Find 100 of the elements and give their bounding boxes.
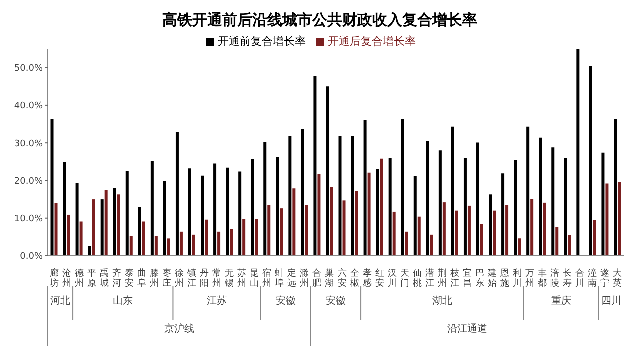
bar <box>230 229 234 256</box>
bar <box>388 158 392 256</box>
bar <box>326 86 330 256</box>
bar <box>430 234 434 256</box>
x-tick-label: 沧州 <box>62 268 72 289</box>
x-tick-label: 滕州 <box>150 268 159 289</box>
bar <box>414 176 417 256</box>
bar <box>618 182 622 256</box>
legend-label: 开通前复合增长率 <box>218 35 306 48</box>
bar <box>318 174 321 256</box>
x-tick-label: 利川 <box>513 268 522 289</box>
bar <box>276 157 280 256</box>
text: 安徽 <box>326 296 346 307</box>
bar <box>392 212 396 256</box>
x-tick-label: 丹阳 <box>200 268 210 289</box>
bar <box>154 236 158 256</box>
y-tick-label: 40.0% <box>14 102 44 112</box>
x-tick-label: 枣庄 <box>162 268 172 289</box>
x-tick-label: 仙桃 <box>412 268 422 289</box>
bar <box>113 188 116 256</box>
bar <box>150 161 154 256</box>
bar <box>280 208 284 256</box>
bar <box>167 238 170 256</box>
bar <box>218 232 221 256</box>
bar <box>602 152 605 256</box>
bar <box>589 66 592 256</box>
text: 沿江通道 <box>447 324 488 335</box>
y-tick-label: 10.0% <box>14 214 44 225</box>
text: 安徽 <box>276 296 296 307</box>
y-tick-label: 30.0% <box>14 139 44 150</box>
bar <box>288 136 292 256</box>
bar <box>543 202 546 256</box>
bar <box>130 236 133 256</box>
bar <box>63 162 66 256</box>
bar <box>614 119 618 256</box>
bar <box>468 206 471 256</box>
bar <box>552 148 555 256</box>
x-tick-label: 滁州 <box>300 268 310 289</box>
bar <box>126 170 129 256</box>
x-tick-label: 潜江 <box>425 268 434 289</box>
bar <box>188 168 192 256</box>
x-tick-label: 徐州 <box>174 268 184 289</box>
bar <box>368 172 371 256</box>
legend-label: 开通后复合增长率 <box>328 35 416 48</box>
x-tick-label: 万州 <box>526 269 535 289</box>
bar <box>201 176 204 256</box>
bar <box>455 210 458 256</box>
bar <box>242 219 246 256</box>
x-tick-label: 泰安 <box>124 268 134 289</box>
bar <box>364 120 367 256</box>
bar <box>226 168 230 256</box>
bar <box>530 199 534 256</box>
bar <box>305 205 308 256</box>
x-tick-label: 巢湖 <box>325 268 334 289</box>
bar <box>355 191 358 256</box>
x-tick-label: 德州 <box>74 268 84 289</box>
bar <box>476 142 480 256</box>
y-tick-label: 50.0% <box>14 64 44 74</box>
bar <box>376 169 380 256</box>
bar <box>451 126 454 256</box>
y-tick-label: 20.0% <box>14 176 44 187</box>
bar <box>405 232 408 256</box>
bar <box>301 130 304 256</box>
text: 山东 <box>113 296 134 307</box>
bar <box>314 76 317 256</box>
bar <box>564 158 568 256</box>
x-tick-label: 曲阜 <box>137 268 146 289</box>
bar <box>401 119 404 256</box>
bar <box>518 238 522 256</box>
bar <box>54 203 58 256</box>
x-tick-label: 孝感 <box>362 268 372 289</box>
bar <box>142 222 146 256</box>
x-tick-label: 建始 <box>487 268 498 289</box>
bar <box>556 227 559 256</box>
bar <box>480 224 484 256</box>
x-tick-label: 涪陵 <box>550 268 560 289</box>
bar <box>606 184 609 256</box>
x-tick-label: 定远 <box>288 268 297 289</box>
bar <box>251 159 254 256</box>
x-tick-label: 六安 <box>338 268 347 289</box>
x-tick-label: 巴东 <box>476 269 484 289</box>
bar <box>205 220 208 256</box>
bar <box>489 194 492 256</box>
x-tick-label: 丰都 <box>538 268 548 289</box>
bar <box>493 210 496 256</box>
text: 湖北 <box>432 296 452 307</box>
x-tick-label: 宜昌 <box>462 268 472 289</box>
x-tick-label: 蚌埠 <box>274 268 284 289</box>
bar <box>593 220 596 256</box>
bar <box>514 160 518 256</box>
bar <box>438 150 442 256</box>
x-tick-label: 合肥 <box>312 268 322 289</box>
x-tick-label: 全椒 <box>350 268 360 289</box>
bar <box>117 194 120 256</box>
x-tick-label: 红安 <box>375 268 384 289</box>
bar <box>104 190 108 256</box>
bar <box>100 200 104 256</box>
x-tick-label: 昆山 <box>250 268 260 289</box>
text: 江苏 <box>207 296 228 307</box>
bar <box>268 205 271 256</box>
